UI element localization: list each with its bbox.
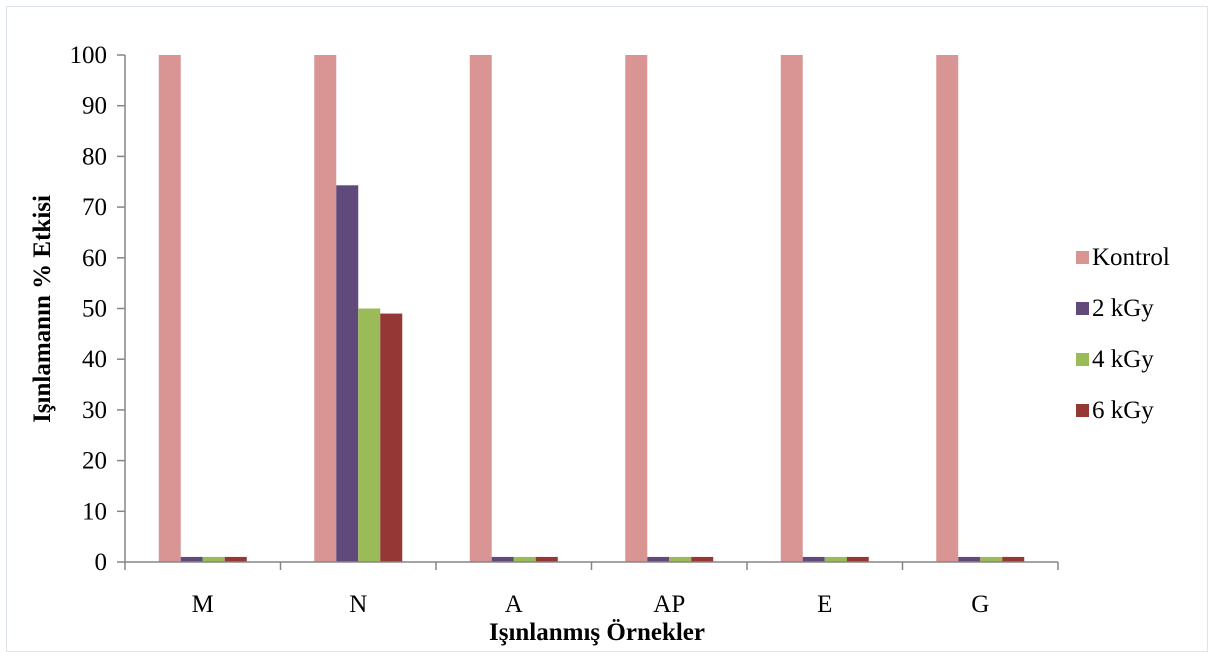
bar-m-3 (224, 556, 247, 562)
x-tick-label: A (505, 591, 523, 618)
chart-frame (6, 6, 1208, 652)
y-tick-label: 100 (70, 42, 108, 69)
bar-n-2 (358, 308, 381, 562)
bar-m-2 (202, 556, 225, 562)
bar-g-3 (1002, 556, 1025, 562)
y-tick-label: 0 (95, 549, 108, 576)
legend-label: 4 kGy (1092, 346, 1154, 373)
bars (158, 55, 1025, 562)
bar-ap-1 (647, 556, 670, 562)
x-axis-title: Işınlanmış Örnekler (489, 619, 705, 646)
bar-e-1 (802, 556, 825, 562)
bar-n-3 (380, 313, 403, 562)
x-tick-label: AP (653, 591, 685, 618)
y-tick-label: 60 (82, 245, 107, 272)
bar-m-1 (180, 556, 203, 562)
y-axis-title: Işınlamanın % Etkisi (29, 195, 56, 423)
legend-swatch (1076, 353, 1089, 366)
y-tick-label: 70 (82, 194, 107, 221)
legend-label: Kontrol (1092, 244, 1170, 271)
y-tick-label: 10 (82, 498, 107, 525)
bar-ap-2 (669, 556, 692, 562)
y-tick-label: 30 (82, 397, 107, 424)
y-tick-label: 80 (82, 143, 107, 170)
x-tick-label: M (192, 591, 214, 618)
bar-m-0 (158, 55, 181, 562)
bar-g-0 (936, 55, 959, 562)
y-tick-label: 90 (82, 93, 107, 120)
legend-swatch (1076, 302, 1089, 315)
x-tick-label: E (817, 591, 832, 618)
x-tick-label: N (349, 591, 367, 618)
bar-e-0 (780, 55, 803, 562)
bar-a-2 (513, 556, 536, 562)
bar-e-3 (846, 556, 869, 562)
bar-n-0 (314, 55, 337, 562)
legend-label: 6 kGy (1092, 397, 1154, 424)
bar-n-1 (336, 185, 359, 562)
bar-ap-0 (625, 55, 648, 562)
bar-a-1 (491, 556, 514, 562)
bar-a-0 (469, 55, 492, 562)
bar-a-3 (535, 556, 558, 562)
legend-swatch (1076, 251, 1089, 264)
y-tick-label: 20 (82, 448, 107, 475)
x-axis-ticks: M N A AP E G (124, 562, 1059, 618)
legend-label: 2 kGy (1092, 295, 1154, 322)
y-tick-label: 50 (82, 296, 107, 323)
y-tick-label: 40 (82, 346, 107, 373)
bar-g-2 (980, 556, 1003, 562)
bar-ap-3 (691, 556, 714, 562)
bar-e-2 (824, 556, 847, 562)
bar-g-1 (958, 556, 981, 562)
legend-swatch (1076, 404, 1089, 417)
x-tick-label: G (971, 591, 989, 618)
legend: Kontrol 2 kGy 4 kGy 6 kGy (1076, 244, 1170, 424)
y-axis-ticks: 0 10 20 30 40 50 60 70 80 90 100 (70, 42, 125, 576)
